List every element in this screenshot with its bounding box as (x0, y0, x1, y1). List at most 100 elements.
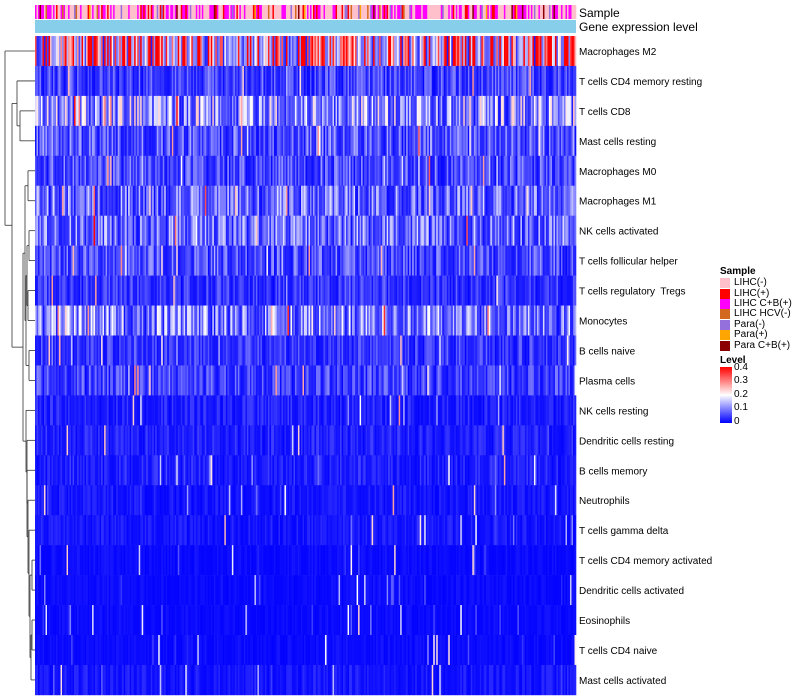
heatmap-cell (255, 365, 258, 396)
heatmap-cell (457, 155, 460, 187)
heatmap-cell (380, 215, 383, 246)
heatmap-cell (131, 65, 133, 97)
sample-cell (267, 5, 270, 19)
sample-cell (568, 5, 571, 19)
heatmap-cell (328, 305, 330, 336)
heatmap-cell (207, 275, 210, 306)
heatmap-cell (482, 185, 485, 216)
heatmap-cell (128, 305, 130, 336)
heatmap-cell (168, 305, 171, 336)
heatmap-cell (180, 155, 183, 187)
heatmap-cell (231, 155, 234, 187)
heatmap-cell (430, 95, 433, 127)
heatmap-cell (119, 95, 121, 127)
heatmap-cell (328, 125, 330, 157)
heatmap-cell (183, 215, 186, 246)
heatmap-cell (478, 245, 481, 276)
sample-cell (523, 5, 526, 19)
heatmap-cell (174, 395, 177, 426)
heatmap-cell (252, 395, 255, 426)
heatmap-cell (382, 95, 384, 127)
heatmap-cell (170, 275, 173, 306)
heatmap-cell (293, 65, 296, 97)
sample-cell (117, 5, 120, 19)
heatmap-cell (147, 65, 150, 97)
heatmap-row (35, 185, 577, 216)
heatmap-cell (328, 155, 330, 187)
heatmap-cell (530, 65, 533, 97)
heatmap-cell (532, 185, 535, 216)
heatmap-cell (424, 65, 427, 97)
heatmap-cell (84, 305, 87, 336)
heatmap-cell (431, 95, 434, 127)
heatmap-cell (491, 365, 494, 396)
sample-cell (71, 5, 73, 19)
heatmap-cell (297, 155, 300, 187)
heatmap-cell (469, 215, 472, 246)
heatmap-cell (65, 305, 67, 336)
heatmap-cell (458, 155, 461, 187)
heatmap-cell (554, 335, 557, 366)
heatmap-cell (254, 335, 257, 366)
heatmap-cell (75, 125, 78, 157)
heatmap-cell (523, 365, 526, 396)
sample-cell (300, 5, 303, 19)
heatmap-cell (200, 36, 203, 67)
heatmap-cell (291, 335, 294, 366)
heatmap-cell (275, 245, 278, 276)
heatmap-cell (99, 335, 102, 366)
heatmap-cell (239, 125, 242, 157)
heatmap-cell (335, 185, 338, 216)
heatmap-cell (550, 215, 553, 246)
heatmap-cell (529, 65, 532, 97)
heatmap-cell (90, 335, 93, 366)
heatmap-cell (41, 95, 43, 127)
sample-cell (440, 5, 443, 19)
sample-cell (386, 5, 389, 19)
heatmap-cell (200, 245, 203, 276)
heatmap-cell (176, 245, 179, 276)
heatmap-cell (95, 395, 97, 426)
sample-cell (168, 5, 171, 19)
heatmap-cell (545, 305, 548, 336)
heatmap-cell (472, 305, 475, 336)
heatmap-cell (473, 185, 476, 216)
heatmap-cell (249, 185, 252, 216)
sample-cell (254, 5, 257, 19)
heatmap-cell (457, 95, 460, 127)
heatmap-cell (382, 65, 384, 97)
heatmap-cell (358, 395, 360, 426)
heatmap-cell (111, 36, 114, 67)
sample-cell (463, 5, 466, 19)
heatmap-cell (204, 125, 207, 157)
heatmap-cell (511, 215, 514, 246)
heatmap-cell (72, 305, 75, 336)
heatmap-cell (353, 185, 356, 216)
heatmap-cell (128, 245, 130, 276)
heatmap-cell (282, 95, 285, 127)
heatmap-cell (430, 395, 433, 426)
heatmap-cell (460, 185, 463, 216)
heatmap-cell (548, 65, 551, 97)
heatmap-cell (376, 65, 378, 97)
heatmap-cell (562, 155, 565, 187)
heatmap-cell (152, 36, 155, 67)
heatmap-cell (152, 155, 155, 187)
heatmap-cell (185, 305, 188, 336)
heatmap-cell (500, 185, 503, 216)
heatmap-cell (284, 185, 287, 216)
heatmap-cell (416, 215, 419, 246)
heatmap-cell (319, 95, 321, 127)
heatmap-cell (439, 365, 442, 396)
heatmap-cell (68, 65, 70, 97)
heatmap-cell (349, 245, 351, 276)
heatmap-cell (347, 95, 350, 127)
heatmap-cell (290, 395, 293, 426)
heatmap-cell (60, 155, 63, 187)
heatmap-cell (36, 245, 39, 276)
heatmap-cell (370, 125, 372, 157)
heatmap-cell (288, 155, 291, 187)
heatmap-cell (412, 305, 414, 336)
sample-cell (439, 5, 442, 19)
heatmap-cell (494, 95, 497, 127)
